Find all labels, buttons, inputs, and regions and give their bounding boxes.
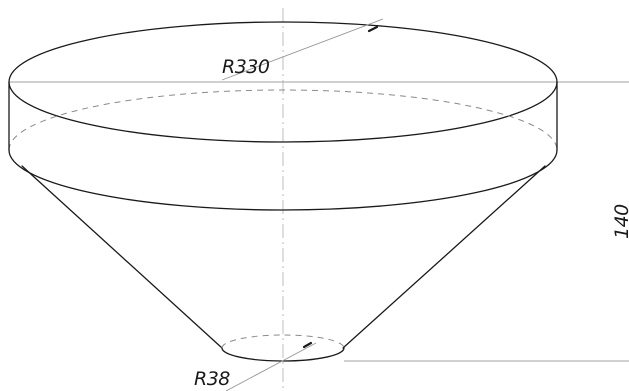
r38-leader-line bbox=[225, 342, 317, 391]
r330-arrow-mark bbox=[367, 25, 379, 33]
cone-left-generator bbox=[21, 165, 223, 349]
r330-leader-line bbox=[221, 18, 384, 81]
band-lower-front-arc bbox=[8, 149, 558, 211]
dimension-label-height: 140 bbox=[611, 204, 629, 239]
cone-right-generator bbox=[342, 165, 546, 349]
r38-arrow-mark bbox=[302, 341, 313, 349]
dimension-label-r330: R330 bbox=[222, 56, 270, 78]
band-lower-back-arc-hidden bbox=[8, 89, 558, 151]
dimension-label-r38: R38 bbox=[194, 368, 230, 390]
